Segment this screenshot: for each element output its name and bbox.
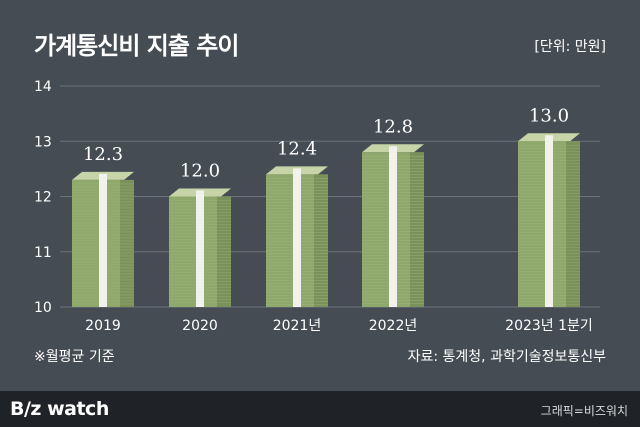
y-tick-label: 10	[34, 300, 52, 316]
x-tick-label: 2023년 1분기	[505, 318, 593, 334]
bar-shade	[410, 152, 424, 307]
x-tick-label: 2020	[182, 318, 218, 334]
chart-title: 가계통신비 지출 추이	[34, 32, 239, 60]
paper-band	[99, 173, 107, 307]
bar: 12.4	[266, 138, 328, 307]
bar-chart: 10 11 12 13 14 12.3 12.0 12.4 12.8 13.0 2019 2020…	[34, 79, 600, 334]
data-label: 12.0	[180, 161, 220, 182]
data-label: 12.4	[277, 138, 317, 159]
x-axis: 2019 2020 2021년 2022년 2023년 1분기	[85, 318, 593, 334]
y-tick-label: 13	[34, 134, 52, 150]
bar: 12.8	[362, 116, 424, 307]
bizwatch-logo: B/z watch	[10, 398, 109, 420]
unit-label: [단위: 만원]	[534, 39, 606, 55]
source-note: 자료: 통계청, 과학기술정보통신부	[407, 349, 606, 365]
data-label: 13.0	[529, 105, 569, 126]
grid-lines	[60, 85, 600, 308]
paper-band	[196, 190, 204, 307]
bars: 12.3 12.0 12.4 12.8 13.0	[72, 105, 580, 307]
x-tick-label: 2022년	[369, 318, 418, 334]
footnote: ※월평균 기준	[34, 349, 115, 365]
x-tick-label: 2019	[85, 318, 121, 334]
bar: 13.0	[518, 105, 580, 307]
bar-shade	[314, 174, 328, 307]
y-tick-label: 12	[34, 190, 52, 206]
paper-band	[293, 168, 301, 307]
y-axis: 10 11 12 13 14	[34, 79, 52, 316]
data-label: 12.8	[373, 116, 413, 137]
paper-band	[389, 146, 397, 307]
bar-shade	[120, 179, 134, 307]
y-tick-label: 11	[34, 245, 52, 261]
footer-bar: B/z watch 그래픽=비즈워치	[0, 391, 640, 427]
bar: 12.0	[169, 161, 231, 307]
data-label: 12.3	[83, 144, 123, 165]
bar-shade	[566, 141, 580, 307]
bar: 12.3	[72, 144, 134, 307]
y-tick-label: 14	[34, 79, 52, 95]
graphic-credit: 그래픽=비즈워치	[540, 404, 628, 418]
paper-band	[545, 135, 553, 307]
x-tick-label: 2021년	[273, 318, 322, 334]
